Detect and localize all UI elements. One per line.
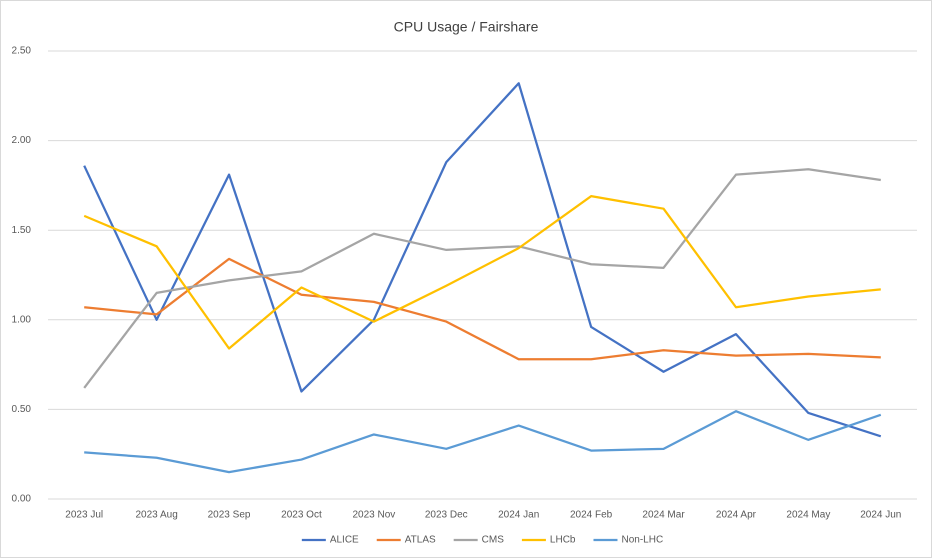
x-tick-label: 2023 Aug — [135, 510, 177, 521]
x-tick-label: 2023 Sep — [208, 510, 251, 521]
x-tick-label: 2023 Nov — [352, 510, 395, 521]
x-tick-label: 2024 Jan — [498, 510, 539, 521]
legend-label: Non-LHC — [621, 535, 663, 546]
legend-label: CMS — [482, 535, 505, 546]
y-tick-label: 2.50 — [12, 46, 32, 57]
y-tick-label: 0.00 — [12, 494, 32, 505]
x-tick-label: 2024 Mar — [642, 510, 685, 521]
series-line — [84, 410, 882, 474]
legend-label: ALICE — [330, 535, 359, 546]
y-tick-label: 0.50 — [12, 404, 32, 415]
y-tick-label: 1.00 — [12, 314, 32, 325]
x-tick-label: 2023 Oct — [281, 510, 322, 521]
series-line — [83, 195, 881, 350]
legend-label: ATLAS — [405, 535, 436, 546]
y-tick-label: 1.50 — [12, 225, 32, 236]
x-tick-label: 2024 Jun — [860, 510, 901, 521]
series-line — [83, 168, 881, 389]
x-tick-label: 2024 May — [786, 510, 830, 521]
legend-label: LHCb — [550, 535, 576, 546]
series-line — [84, 257, 881, 361]
x-tick-label: 2024 Feb — [570, 510, 613, 521]
x-tick-label: 2023 Dec — [425, 510, 468, 521]
x-tick-label: 2024 Apr — [716, 510, 757, 521]
series-line — [83, 82, 882, 438]
x-tick-label: 2023 Jul — [65, 510, 103, 521]
chart-title: CPU Usage / Fairshare — [394, 19, 539, 35]
y-tick-label: 2.00 — [12, 135, 32, 146]
